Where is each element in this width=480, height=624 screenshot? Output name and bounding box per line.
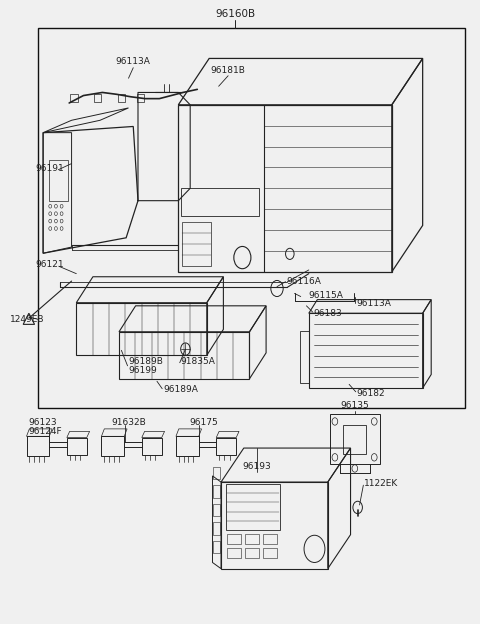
Text: 96193: 96193: [242, 462, 271, 471]
Bar: [227, 534, 241, 544]
Text: 96115A: 96115A: [309, 291, 344, 300]
Bar: [300, 331, 309, 383]
Bar: [216, 437, 236, 455]
Bar: [330, 414, 380, 464]
Bar: [263, 534, 277, 544]
Bar: [182, 222, 211, 266]
Bar: [26, 436, 49, 456]
Text: 96189B: 96189B: [129, 357, 163, 366]
Bar: [94, 94, 101, 102]
Bar: [142, 437, 162, 455]
Text: 96113A: 96113A: [116, 57, 151, 67]
Bar: [214, 522, 220, 535]
Bar: [226, 484, 280, 530]
Text: 96191: 96191: [35, 164, 64, 173]
Text: 96183: 96183: [313, 309, 342, 318]
Bar: [227, 548, 241, 557]
Bar: [70, 94, 78, 102]
Text: 96124F: 96124F: [29, 427, 62, 436]
Bar: [137, 94, 144, 102]
Bar: [38, 27, 466, 408]
Bar: [245, 534, 259, 544]
Bar: [101, 436, 124, 456]
Text: 96182: 96182: [357, 389, 385, 397]
Text: 91835A: 91835A: [180, 357, 216, 366]
Bar: [176, 436, 199, 456]
Text: 96181B: 96181B: [211, 66, 246, 74]
Text: 1122EK: 1122EK: [364, 479, 398, 489]
Text: 96123: 96123: [29, 417, 58, 427]
Text: 96160B: 96160B: [215, 9, 255, 19]
Text: 96113A: 96113A: [356, 300, 391, 308]
Text: 96116A: 96116A: [287, 277, 322, 286]
Bar: [214, 504, 220, 516]
Bar: [67, 437, 87, 455]
Bar: [214, 467, 220, 479]
Text: 1249EB: 1249EB: [10, 315, 44, 324]
Bar: [214, 485, 220, 497]
Text: 96199: 96199: [129, 366, 157, 375]
Bar: [245, 548, 259, 557]
Text: 96189A: 96189A: [163, 386, 198, 394]
Bar: [118, 94, 125, 102]
Text: 91632B: 91632B: [111, 417, 146, 427]
Bar: [214, 541, 220, 553]
Text: 96175: 96175: [189, 417, 218, 427]
Bar: [49, 160, 68, 201]
Bar: [263, 548, 277, 557]
Text: 96135: 96135: [340, 401, 369, 410]
Bar: [343, 424, 366, 454]
Text: 96121: 96121: [35, 260, 64, 270]
Bar: [180, 188, 259, 216]
